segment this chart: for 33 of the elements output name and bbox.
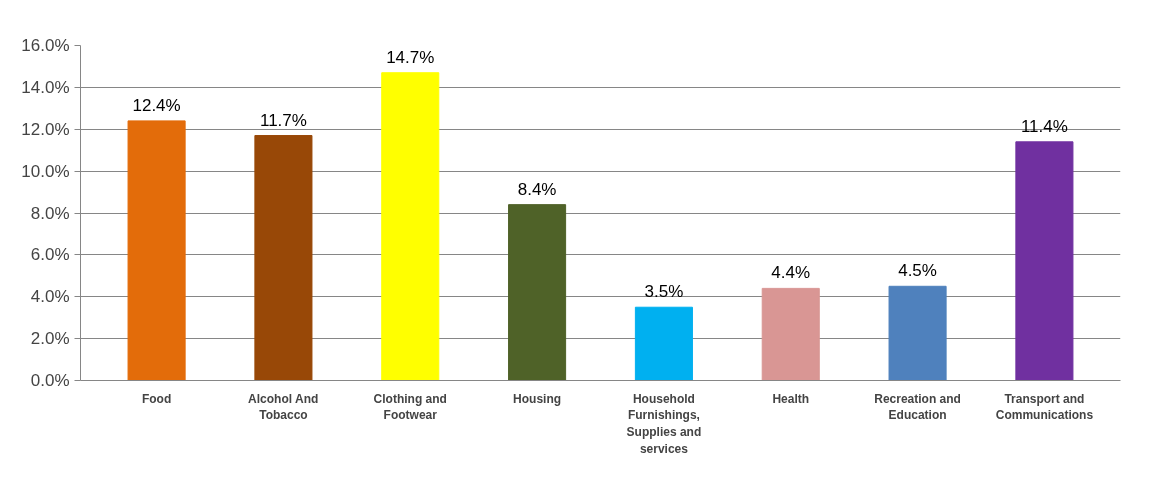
x-tick-label: Food [141, 391, 172, 406]
y-tick-label: 6.0% [30, 245, 70, 265]
y-tick-label: 0.0% [30, 371, 70, 390]
bar [761, 287, 820, 381]
bar [381, 72, 440, 381]
data-label: 11.7% [259, 110, 307, 130]
x-tick-label: Health [772, 391, 810, 406]
y-tick-label: 16.0% [21, 36, 70, 55]
data-label: 12.4% [132, 95, 181, 115]
y-tick-label: 10.0% [21, 161, 70, 181]
bar [1015, 141, 1074, 381]
bar [634, 306, 693, 381]
x-tick-label: Alcohol And Tobacco [248, 391, 319, 423]
data-label: 3.5% [644, 282, 684, 302]
bar [254, 135, 313, 381]
data-label: 4.5% [898, 261, 937, 281]
data-label: 4.4% [771, 263, 811, 283]
x-tick-label: Housing [513, 391, 562, 406]
y-tick-label: 2.0% [30, 329, 70, 349]
data-label: 14.7% [386, 47, 435, 67]
x-tick-label: Recreation and Education [874, 391, 961, 423]
y-tick-label: 12.0% [21, 119, 70, 139]
bar [888, 285, 947, 381]
bar [127, 120, 186, 381]
x-tick-label: Household Furnishings, Supplies and services [626, 391, 702, 456]
data-label: 11.4% [1020, 116, 1068, 136]
y-tick-label: 4.0% [30, 287, 70, 307]
y-tick-label: 14.0% [21, 77, 70, 97]
x-tick-label: Transport and Communications [995, 391, 1094, 423]
y-tick-label: 8.0% [30, 203, 70, 223]
bar [508, 204, 567, 381]
data-label: 8.4% [517, 179, 557, 199]
x-tick-label: Clothing and Footwear [373, 391, 447, 423]
